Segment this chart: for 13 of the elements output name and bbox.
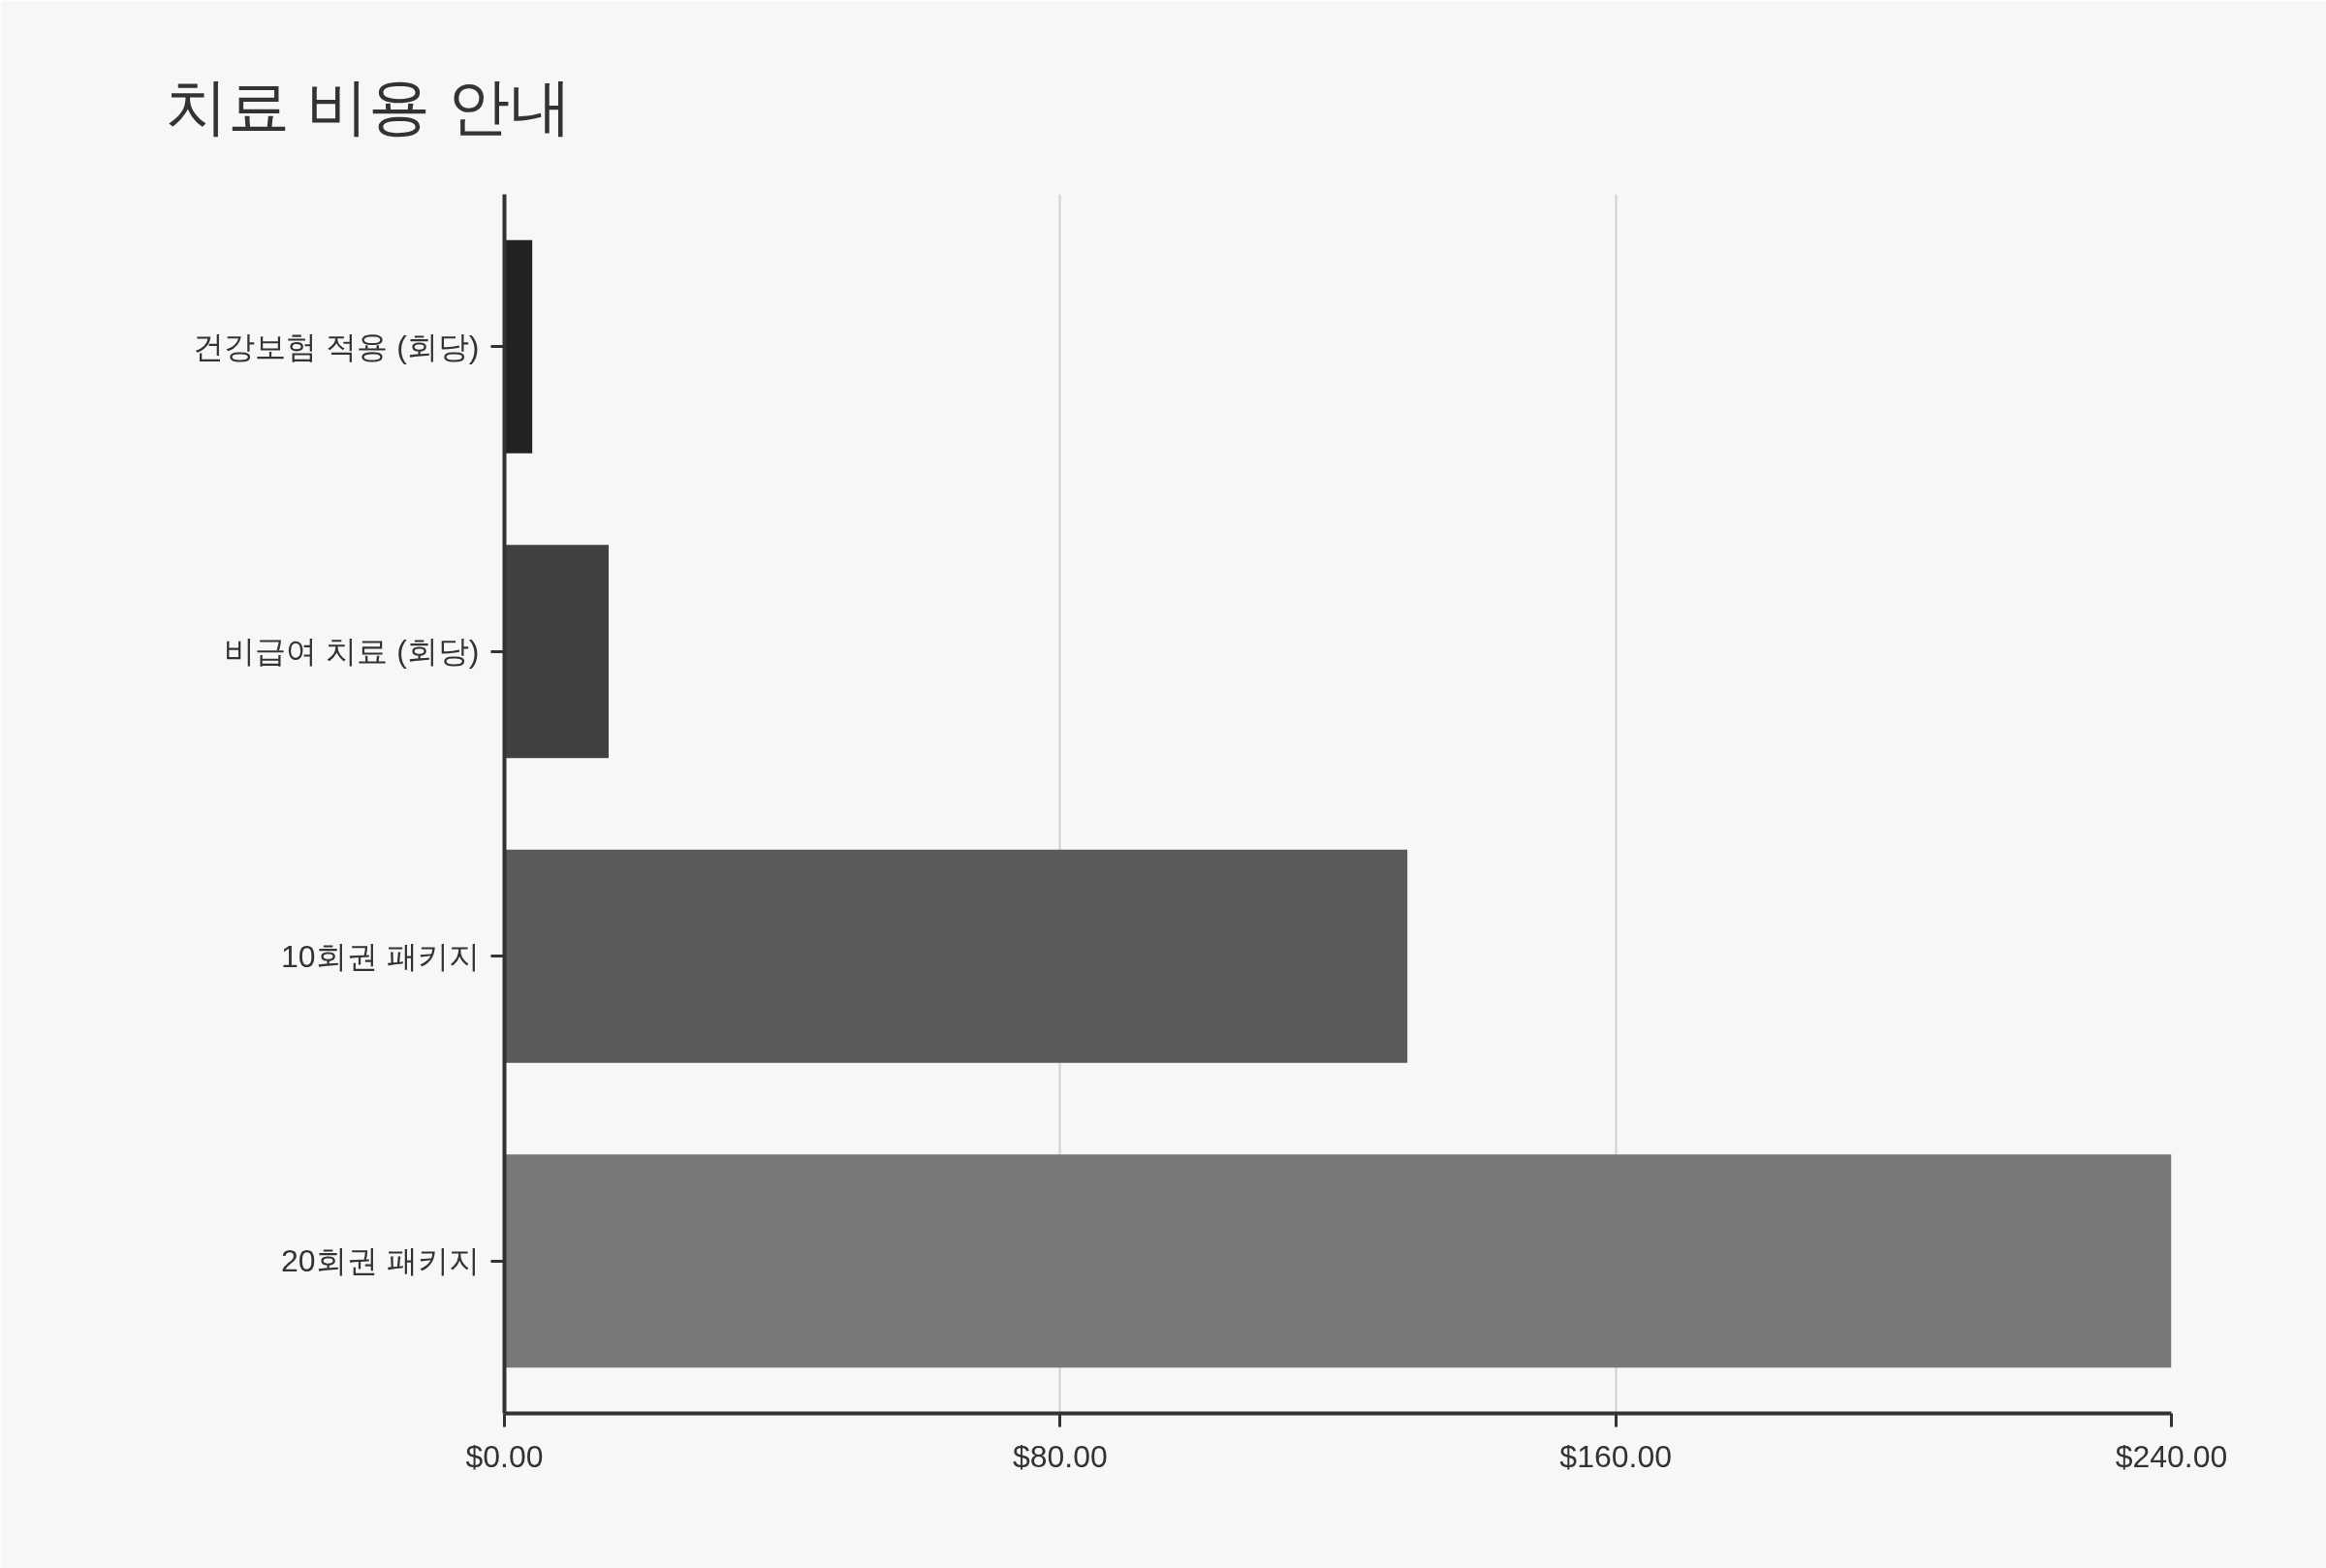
chart-title: 치료 비용 안내 bbox=[165, 71, 573, 141]
y-tick-label: 10회권 패키지 bbox=[281, 938, 480, 974]
bar bbox=[504, 849, 1408, 1063]
y-tick-label: 건강보험 적용 (회당) bbox=[193, 329, 480, 364]
x-tick-label: $0.00 bbox=[465, 1438, 544, 1474]
bar bbox=[504, 1154, 2172, 1368]
bar bbox=[504, 239, 533, 454]
x-tick-label: $240.00 bbox=[2115, 1438, 2228, 1474]
y-tick-label: 비급여 치료 (회당) bbox=[224, 634, 480, 670]
y-tick-label: 20회권 패키지 bbox=[281, 1243, 480, 1279]
x-tick-label: $160.00 bbox=[1559, 1438, 1672, 1474]
x-tick-label: $80.00 bbox=[1012, 1438, 1108, 1474]
bar bbox=[504, 545, 609, 759]
